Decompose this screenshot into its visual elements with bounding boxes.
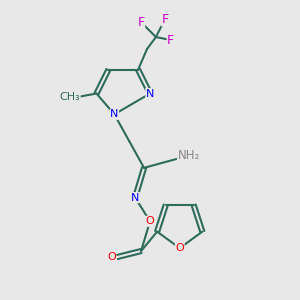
Text: F: F bbox=[167, 34, 174, 46]
Text: CH₃: CH₃ bbox=[59, 92, 80, 101]
Text: N: N bbox=[110, 109, 118, 119]
Text: F: F bbox=[161, 13, 168, 26]
Text: O: O bbox=[146, 216, 154, 226]
Text: N: N bbox=[131, 193, 139, 202]
Text: N: N bbox=[146, 88, 154, 98]
Text: F: F bbox=[137, 16, 145, 29]
Text: O: O bbox=[107, 252, 116, 262]
Text: NH₂: NH₂ bbox=[178, 149, 200, 162]
Text: O: O bbox=[175, 243, 184, 253]
